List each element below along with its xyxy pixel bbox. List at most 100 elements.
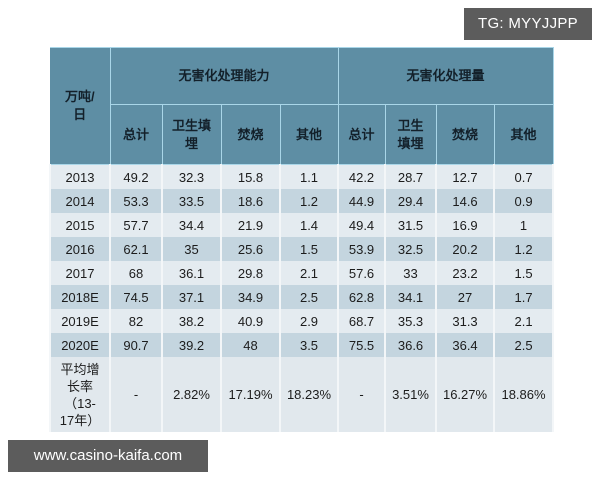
table-row: 2016 62.1 35 25.6 1.5 53.9 32.5 20.2 1.2 (49, 237, 555, 261)
table-row: 2015 57.7 34.4 21.9 1.4 49.4 31.5 16.9 1 (49, 213, 555, 237)
cell: 32.3 (161, 164, 222, 189)
subheader-capacity-other: 其他 (279, 104, 339, 165)
cell: 34.1 (384, 285, 438, 309)
cell: 34.9 (220, 285, 281, 309)
cell: - (337, 357, 387, 432)
row-year: 2019E (49, 309, 111, 333)
row-year: 2020E (49, 333, 111, 357)
cell: 16.27% (435, 357, 496, 432)
cell: 29.4 (384, 189, 438, 213)
cell: 18.6 (220, 189, 281, 213)
table-row: 2017 68 36.1 29.8 2.1 57.6 33 23.2 1.5 (49, 261, 555, 285)
cell: 40.9 (220, 309, 281, 333)
cell: 38.2 (161, 309, 222, 333)
cell: 16.9 (435, 213, 496, 237)
subheader-volume-landfill: 卫生 填埋 (384, 104, 437, 165)
cell: 3.5 (278, 333, 340, 357)
cell: 1.1 (278, 164, 340, 189)
cell: 35 (161, 237, 222, 261)
cell: 33 (384, 261, 438, 285)
cell: 49.2 (109, 164, 163, 189)
subheader-volume-other: 其他 (493, 104, 554, 165)
waste-treatment-table-container: 万吨/日 无害化处理能力 无害化处理量 总计 卫生填埋 焚烧 其他 总计 卫生填… (49, 47, 555, 432)
group-header-volume: 无害化处理量 (337, 47, 554, 105)
cell: 36.4 (435, 333, 496, 357)
cell: 90.7 (109, 333, 163, 357)
cell: 1.5 (278, 237, 340, 261)
table-row: 2014 53.3 33.5 18.6 1.2 44.9 29.4 14.6 0… (49, 189, 555, 213)
header-group-row: 万吨/日 无害化处理能力 无害化处理量 (50, 47, 554, 165)
cell: 1.7 (493, 285, 555, 309)
subheader-volume-total: 总计 (337, 104, 386, 165)
cell: 36.6 (384, 333, 438, 357)
cell: 29.8 (220, 261, 281, 285)
cell: 2.5 (493, 333, 555, 357)
growth-rate-row: 平均增 长率 （13- 17年） - 2.82% 17.19% 18.23% - 3.… (49, 357, 555, 432)
cell: 53.3 (109, 189, 163, 213)
cell: 14.6 (435, 189, 496, 213)
cell: 33.5 (161, 189, 222, 213)
table-row: 2019E 82 38.2 40.9 2.9 68.7 35.3 31.3 2.… (49, 309, 555, 333)
growth-rate-label: 平均增 长率 （13- 17年） (49, 357, 111, 432)
cell: 15.8 (220, 164, 281, 189)
cell: 44.9 (337, 189, 387, 213)
cell: 2.1 (278, 261, 340, 285)
cell: 48 (220, 333, 281, 357)
cell: 12.7 (435, 164, 496, 189)
cell: 17.19% (220, 357, 281, 432)
cell: 1 (493, 213, 555, 237)
cell: 0.9 (493, 189, 555, 213)
table-row: 2020E 90.7 39.2 48 3.5 75.5 36.6 36.4 2.… (49, 333, 555, 357)
cell: 20.2 (435, 237, 496, 261)
cell: - (109, 357, 163, 432)
cell: 49.4 (337, 213, 387, 237)
watermark-telegram: TG: MYYJJPP (464, 8, 592, 40)
subheader-volume-incineration: 焚烧 (435, 104, 495, 165)
cell: 25.6 (220, 237, 281, 261)
cell: 57.6 (337, 261, 387, 285)
cell: 75.5 (337, 333, 387, 357)
row-year: 2014 (49, 189, 111, 213)
unit-header: 万吨/日 (50, 47, 111, 165)
row-year: 2016 (49, 237, 111, 261)
cell: 23.2 (435, 261, 496, 285)
table-row: 2013 49.2 32.3 15.8 1.1 42.2 28.7 12.7 0… (49, 164, 555, 189)
subheader-capacity-total: 总计 (109, 104, 163, 165)
cell: 1.5 (493, 261, 555, 285)
row-year: 2017 (49, 261, 111, 285)
cell: 34.4 (161, 213, 222, 237)
cell: 74.5 (109, 285, 163, 309)
waste-treatment-table: 万吨/日 无害化处理能力 无害化处理量 总计 卫生填埋 焚烧 其他 总计 卫生填… (49, 47, 555, 432)
cell: 31.3 (435, 309, 496, 333)
cell: 31.5 (384, 213, 438, 237)
header-sub-row: 总计 卫生填埋 焚烧 其他 总计 卫生 填埋 焚烧 其他 (50, 104, 554, 165)
subheader-capacity-landfill: 卫生填埋 (161, 104, 222, 165)
cell: 2.1 (493, 309, 555, 333)
subheader-capacity-incineration: 焚烧 (220, 104, 281, 165)
row-year: 2015 (49, 213, 111, 237)
cell: 42.2 (337, 164, 387, 189)
cell: 32.5 (384, 237, 438, 261)
cell: 82 (109, 309, 163, 333)
cell: 37.1 (161, 285, 222, 309)
cell: 2.82% (161, 357, 222, 432)
cell: 1.2 (493, 237, 555, 261)
cell: 3.51% (384, 357, 438, 432)
cell: 2.9 (278, 309, 340, 333)
cell: 1.4 (278, 213, 340, 237)
cell: 62.8 (337, 285, 387, 309)
cell: 68.7 (337, 309, 387, 333)
watermark-url: www.casino-kaifa.com (8, 440, 208, 472)
cell: 39.2 (161, 333, 222, 357)
cell: 1.2 (278, 189, 340, 213)
cell: 18.86% (493, 357, 555, 432)
cell: 27 (435, 285, 496, 309)
group-header-capacity: 无害化处理能力 (109, 47, 339, 105)
cell: 36.1 (161, 261, 222, 285)
row-year: 2013 (49, 164, 111, 189)
cell: 18.23% (278, 357, 340, 432)
cell: 28.7 (384, 164, 438, 189)
cell: 0.7 (493, 164, 555, 189)
cell: 62.1 (109, 237, 163, 261)
cell: 57.7 (109, 213, 163, 237)
